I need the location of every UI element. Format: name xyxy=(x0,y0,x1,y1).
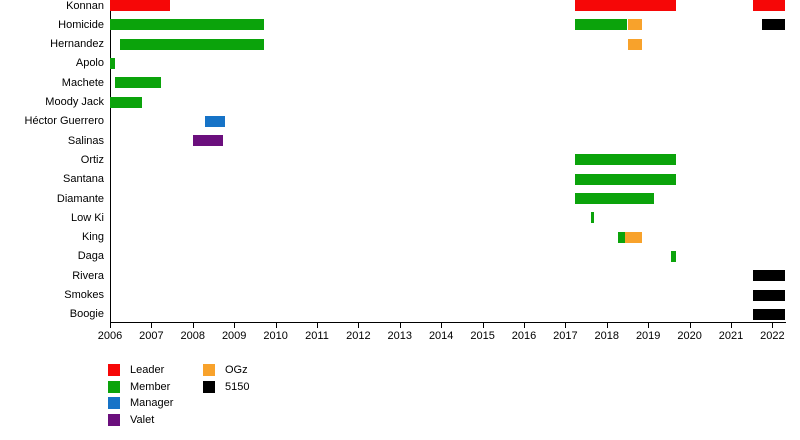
timeline-bar xyxy=(625,231,642,243)
row-label: Diamante xyxy=(56,192,104,205)
row-label: Konnan xyxy=(66,0,104,12)
timeline-bar xyxy=(627,19,642,31)
x-tick xyxy=(399,323,401,328)
x-tick-label: 2010 xyxy=(263,330,288,342)
row-label: King xyxy=(81,231,104,244)
legend-label: Leader xyxy=(130,364,165,376)
legend-swatch xyxy=(203,380,215,393)
timeline-bar xyxy=(110,96,142,108)
x-axis-line xyxy=(109,322,787,323)
timeline-bar xyxy=(574,193,654,204)
timeline-bar xyxy=(617,231,625,243)
x-tick-label: 2020 xyxy=(677,330,702,342)
legend-label: Member xyxy=(130,380,171,393)
x-tick xyxy=(358,323,360,328)
timeline-bar xyxy=(761,19,786,31)
x-tick xyxy=(192,323,194,328)
legend-swatch xyxy=(108,397,120,409)
y-axis-line xyxy=(109,0,111,323)
x-tick-label: 2016 xyxy=(511,330,537,342)
timeline-bar xyxy=(590,212,594,224)
row-label: Ortiz xyxy=(80,153,104,166)
timeline-bar xyxy=(110,57,115,69)
row-label: Santana xyxy=(63,173,104,186)
timeline-bar xyxy=(574,173,677,185)
row-label: Rivera xyxy=(72,269,104,282)
x-tick xyxy=(110,323,111,328)
x-tick-label: 2022 xyxy=(760,330,785,342)
timeline-bar xyxy=(110,19,265,31)
legend-swatch xyxy=(108,364,120,376)
timeline-bar xyxy=(119,38,265,50)
row-label: Moody Jack xyxy=(45,96,104,108)
x-tick-label: 2011 xyxy=(305,330,329,342)
timeline-bar xyxy=(192,135,223,147)
row-label: Apolo xyxy=(75,57,104,70)
row-label: Héctor Guerrero xyxy=(24,115,104,128)
legend-swatch xyxy=(203,364,215,376)
x-tick xyxy=(317,323,318,328)
legend-swatch xyxy=(108,380,120,393)
x-tick-label: 2014 xyxy=(428,330,454,342)
x-tick xyxy=(151,323,153,328)
timeline-bar xyxy=(205,115,225,127)
x-tick xyxy=(565,323,567,328)
x-tick xyxy=(731,323,732,328)
timeline-bar xyxy=(752,0,786,11)
legend-label: Valet xyxy=(130,413,155,426)
x-tick xyxy=(441,323,443,328)
timeline-bar xyxy=(110,0,171,11)
row-label: Smokes xyxy=(64,289,104,301)
timeline-bar xyxy=(114,77,161,89)
x-tick xyxy=(772,323,774,328)
x-tick xyxy=(234,323,236,328)
row-label: Homicide xyxy=(58,18,104,31)
x-tick-label: 2013 xyxy=(387,330,413,342)
legend-label: 5150 xyxy=(225,380,250,393)
x-tick-label: 2012 xyxy=(346,330,371,342)
legend-swatch xyxy=(108,413,120,426)
x-tick xyxy=(275,323,277,328)
row-label: Machete xyxy=(61,76,104,89)
timeline-bar xyxy=(574,0,677,11)
x-tick-label: 2015 xyxy=(470,330,495,342)
x-tick-label: 2009 xyxy=(221,330,247,342)
x-tick xyxy=(606,323,608,328)
x-tick xyxy=(482,323,484,328)
timeline-bar xyxy=(627,38,642,50)
x-tick-label: 2019 xyxy=(635,330,661,342)
row-label: Hernandez xyxy=(50,38,104,51)
row-label: Boogie xyxy=(69,308,104,321)
timeline-bar xyxy=(752,270,786,282)
x-tick xyxy=(689,323,691,328)
x-tick xyxy=(524,323,525,328)
timeline-bar xyxy=(752,289,786,301)
legend-label: Manager xyxy=(130,397,174,409)
timeline-bar xyxy=(670,250,676,262)
timeline-bar xyxy=(574,19,628,31)
legend-label: OGz xyxy=(225,364,248,376)
x-tick-label: 2008 xyxy=(180,330,206,342)
x-tick-label: 2007 xyxy=(139,330,164,342)
timeline-bar xyxy=(752,308,786,320)
x-tick xyxy=(648,323,650,328)
row-label: Daga xyxy=(77,250,104,263)
x-tick-label: 2006 xyxy=(97,330,123,342)
timeline-bar xyxy=(574,154,677,166)
row-label: Salinas xyxy=(67,134,104,147)
row-label: Low Ki xyxy=(70,211,104,224)
x-tick-label: 2021 xyxy=(718,330,744,342)
x-tick-label: 2017 xyxy=(553,330,578,342)
x-tick-label: 2018 xyxy=(594,330,620,342)
